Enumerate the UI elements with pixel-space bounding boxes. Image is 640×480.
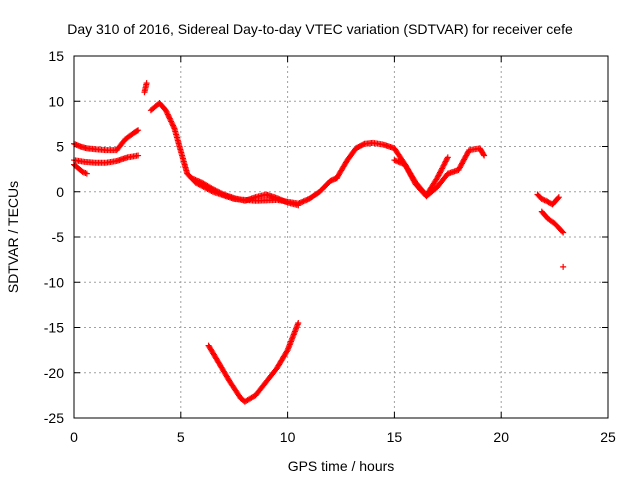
y-tick-label: -20	[44, 365, 64, 381]
x-tick-labels: 0 5 10 15 20 25	[70, 429, 616, 445]
y-tick-label: -15	[44, 320, 64, 336]
data-point	[164, 111, 171, 118]
series-track-j	[534, 191, 562, 208]
y-tick-label: 5	[56, 139, 64, 155]
data-point	[209, 186, 216, 193]
data-point	[219, 190, 226, 197]
y-tick-label: -5	[52, 229, 65, 245]
data-point	[83, 170, 90, 177]
data-point	[167, 117, 174, 124]
series-track-i	[205, 319, 302, 405]
data-point	[555, 194, 562, 201]
data-point	[215, 188, 222, 195]
data-point	[295, 202, 302, 209]
series-track-k	[538, 208, 567, 236]
data-point	[213, 188, 220, 195]
series-track-l	[560, 263, 567, 270]
data-point	[143, 80, 150, 87]
series-track-e	[147, 100, 340, 207]
series-track-c	[71, 161, 90, 177]
data-point	[135, 127, 142, 134]
data-point	[166, 114, 173, 121]
series-track-h	[391, 154, 451, 199]
y-tick-label: -10	[44, 274, 64, 290]
x-tick-label: 0	[70, 429, 78, 445]
data-point	[211, 186, 218, 193]
series-track-b	[71, 127, 142, 154]
data-point	[212, 187, 219, 194]
data-point	[217, 190, 224, 197]
series-track-a	[71, 152, 142, 166]
data-point	[560, 263, 567, 270]
data-point	[166, 115, 173, 122]
y-tick-labels: -25 -20 -15 -10 -5 0 5 10 15	[44, 48, 64, 426]
data-point	[444, 154, 451, 161]
data-point	[554, 195, 561, 202]
data-point	[134, 127, 141, 134]
data-point	[481, 152, 488, 159]
data-point	[480, 151, 487, 158]
x-tick-label: 20	[493, 429, 509, 445]
data-point	[295, 319, 302, 326]
x-tick-label: 10	[280, 429, 296, 445]
x-tick-label: 25	[600, 429, 616, 445]
data-point	[559, 228, 566, 235]
data-point	[164, 110, 171, 117]
data-point	[283, 348, 290, 355]
series-track-d	[141, 80, 150, 96]
chart-title: Day 310 of 2016, Sidereal Day-to-day VTE…	[67, 21, 573, 37]
data-point	[163, 108, 170, 115]
data-point	[168, 119, 175, 126]
y-axis-label: SDTVAR / TECUs	[5, 181, 21, 293]
plot-frame	[73, 55, 609, 419]
data-point	[444, 155, 451, 162]
y-tick-label: 10	[48, 93, 64, 109]
y-tick-label: 15	[48, 48, 64, 64]
series-track-f	[188, 175, 302, 209]
data-point	[560, 229, 567, 236]
data-point	[135, 152, 142, 159]
x-axis-label: GPS time / hours	[288, 458, 395, 474]
data-point	[170, 122, 177, 129]
grid	[74, 56, 608, 418]
x-tick-label: 15	[387, 429, 403, 445]
data-point	[165, 112, 172, 119]
y-tick-label: 0	[56, 184, 64, 200]
y-tick-label: -25	[44, 410, 64, 426]
data-point	[169, 121, 176, 128]
data-point	[216, 189, 223, 196]
data-points	[71, 80, 567, 405]
data-point	[360, 141, 367, 148]
data-point	[168, 118, 175, 125]
x-tick-label: 5	[177, 429, 185, 445]
data-point	[170, 124, 177, 131]
data-point	[162, 107, 169, 114]
